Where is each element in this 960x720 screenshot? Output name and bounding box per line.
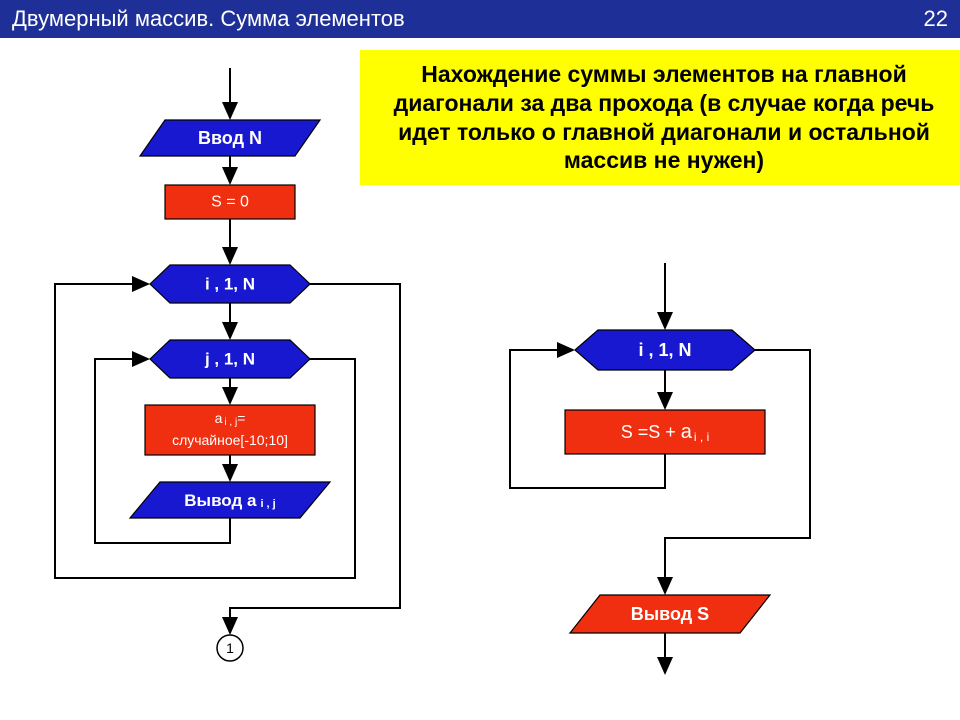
node-output-s: Вывод S <box>570 595 770 633</box>
node-init-s: S = 0 <box>165 185 295 219</box>
input-n-label: Ввод N <box>198 128 262 148</box>
node-loop-j: j , 1, N <box>150 340 310 378</box>
assign-line2: случайное[-10;10] <box>172 432 288 448</box>
header-bar: Двумерный массив. Сумма элементов 22 <box>0 0 960 38</box>
flowchart-svg: Ввод N S = 0 i , 1, N j , 1, N ai , j= с… <box>0 38 960 720</box>
loop-i-exit <box>230 284 400 633</box>
header-title: Двумерный массив. Сумма элементов <box>12 6 405 32</box>
loop-i-left-label: i , 1, N <box>205 275 255 294</box>
node-loop-i-left: i , 1, N <box>150 265 310 303</box>
node-output-aij: Вывод ai , j <box>130 482 330 518</box>
node-sum-assign: S =S + ai , i <box>565 410 765 454</box>
loop-i-right-exit <box>665 350 810 593</box>
node-loop-i-right: i , 1, N <box>575 330 755 370</box>
node-assign-random: ai , j= случайное[-10;10] <box>145 405 315 455</box>
loop-i-right-label: i , 1, N <box>638 340 691 360</box>
loop-j-label: j , 1, N <box>204 350 255 369</box>
output-s-label: Вывод S <box>631 604 709 624</box>
connector-label: 1 <box>226 640 234 656</box>
node-input-n: Ввод N <box>140 120 320 156</box>
page-number: 22 <box>924 6 948 32</box>
connector-1: 1 <box>217 635 243 661</box>
init-s-label: S = 0 <box>211 194 249 211</box>
